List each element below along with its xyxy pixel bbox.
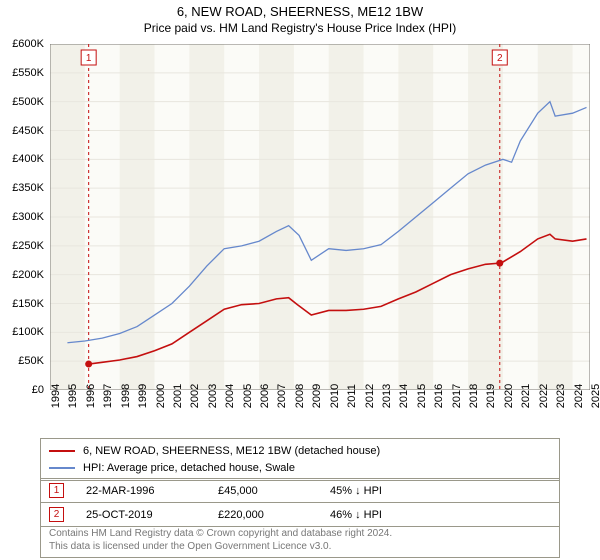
svg-text:2: 2 [497,53,503,64]
txn-price: £220,000 [218,509,308,521]
table-row: 2 25-OCT-2019 £220,000 46% ↓ HPI [40,503,560,527]
txn-pct: 45% ↓ HPI [330,485,382,497]
legend: 6, NEW ROAD, SHEERNESS, ME12 1BW (detach… [40,438,560,481]
legend-row-property: 6, NEW ROAD, SHEERNESS, ME12 1BW (detach… [49,443,551,460]
legend-label-hpi: HPI: Average price, detached house, Swal… [83,460,295,477]
footer-line1: Contains HM Land Registry data © Crown c… [49,528,551,541]
txn-date: 25-OCT-2019 [86,509,196,521]
txn-date: 22-MAR-1996 [86,485,196,497]
chart-plot-area: 12 [50,44,590,390]
transactions-table: 1 22-MAR-1996 £45,000 45% ↓ HPI 2 25-OCT… [40,478,560,527]
txn-price: £45,000 [218,485,308,497]
marker-box-1: 1 [49,483,64,498]
txn-pct: 46% ↓ HPI [330,509,382,521]
chart-container: 6, NEW ROAD, SHEERNESS, ME12 1BW Price p… [0,0,600,560]
table-row: 1 22-MAR-1996 £45,000 45% ↓ HPI [40,478,560,503]
legend-label-property: 6, NEW ROAD, SHEERNESS, ME12 1BW (detach… [83,443,380,460]
footer-attribution: Contains HM Land Registry data © Crown c… [40,526,560,558]
chart-subtitle: Price paid vs. HM Land Registry's House … [0,19,600,39]
chart-svg: 12 [50,44,590,390]
y-axis-labels: £0£50K£100K£150K£200K£250K£300K£350K£400… [0,44,48,390]
x-axis-labels: 1994199519961997199819992000200120022003… [50,392,590,442]
legend-row-hpi: HPI: Average price, detached house, Swal… [49,460,551,477]
svg-text:1: 1 [86,53,92,64]
legend-swatch-hpi [49,467,75,469]
marker-box-2: 2 [49,507,64,522]
legend-swatch-property [49,450,75,452]
footer-line2: This data is licensed under the Open Gov… [49,541,551,554]
chart-title: 6, NEW ROAD, SHEERNESS, ME12 1BW [0,0,600,19]
